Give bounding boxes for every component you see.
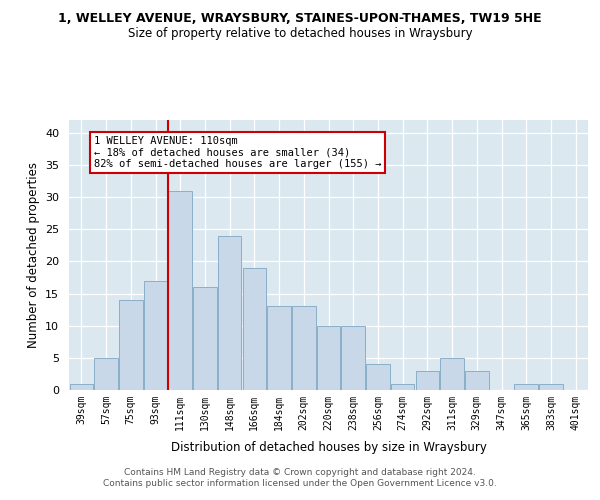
Bar (317, 326, 340, 390)
Bar (391, 384, 415, 390)
Bar (242, 268, 266, 390)
Bar (70, 384, 93, 390)
Bar (144, 280, 167, 390)
Bar (465, 370, 488, 390)
Bar (169, 190, 192, 390)
Bar (514, 384, 538, 390)
Text: Size of property relative to detached houses in Wraysbury: Size of property relative to detached ho… (128, 28, 472, 40)
Y-axis label: Number of detached properties: Number of detached properties (26, 162, 40, 348)
Bar (539, 384, 563, 390)
Text: Distribution of detached houses by size in Wraysbury: Distribution of detached houses by size … (171, 441, 487, 454)
Bar (292, 306, 316, 390)
Bar (268, 306, 291, 390)
Bar (366, 364, 389, 390)
Bar (193, 287, 217, 390)
Bar (416, 370, 439, 390)
Text: 1, WELLEY AVENUE, WRAYSBURY, STAINES-UPON-THAMES, TW19 5HE: 1, WELLEY AVENUE, WRAYSBURY, STAINES-UPO… (58, 12, 542, 26)
Bar (119, 300, 143, 390)
Text: Contains HM Land Registry data © Crown copyright and database right 2024.
Contai: Contains HM Land Registry data © Crown c… (103, 468, 497, 487)
Text: 1 WELLEY AVENUE: 110sqm
← 18% of detached houses are smaller (34)
82% of semi-de: 1 WELLEY AVENUE: 110sqm ← 18% of detache… (94, 136, 381, 170)
Bar (341, 326, 365, 390)
Bar (94, 358, 118, 390)
Bar (440, 358, 464, 390)
Bar (218, 236, 241, 390)
